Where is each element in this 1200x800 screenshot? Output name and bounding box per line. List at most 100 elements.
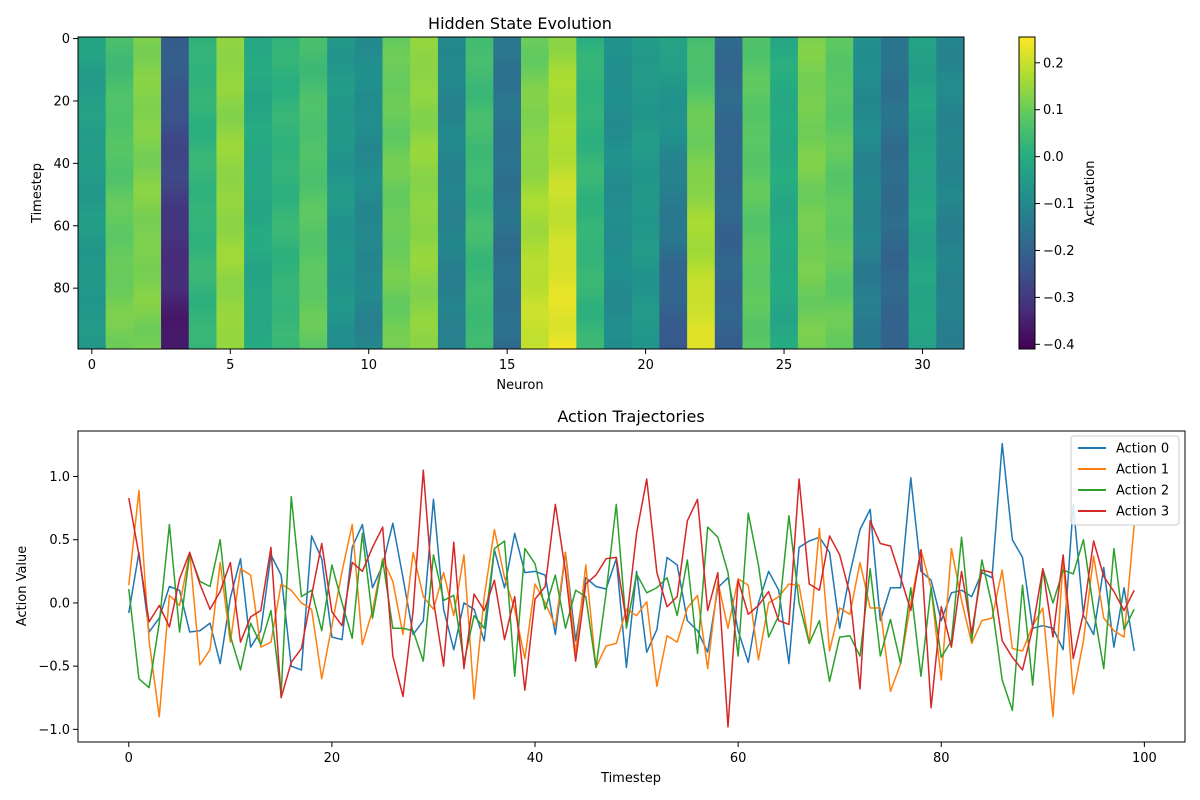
heatmap-cell bbox=[880, 280, 910, 284]
heatmap-cell bbox=[410, 271, 439, 275]
line-x-label: Timestep bbox=[600, 771, 661, 786]
heatmap-cell bbox=[299, 196, 328, 200]
heatmap-cell bbox=[908, 261, 937, 266]
heatmap-cell bbox=[133, 233, 162, 238]
heatmap-cell bbox=[631, 264, 660, 269]
heatmap-cell bbox=[299, 202, 328, 206]
heatmap-cell bbox=[742, 133, 771, 138]
heatmap-cell bbox=[714, 61, 743, 66]
heatmap-cell bbox=[327, 124, 356, 128]
heatmap-cell bbox=[853, 43, 882, 47]
heatmap-cell bbox=[493, 68, 522, 72]
heatmap-cell bbox=[161, 320, 190, 325]
heatmap-cell bbox=[327, 37, 356, 41]
heatmap-cell bbox=[299, 186, 328, 191]
heatmap-cell bbox=[161, 143, 190, 147]
heatmap-cell bbox=[188, 274, 217, 278]
heatmap-cell bbox=[105, 43, 134, 47]
heatmap-cell bbox=[354, 158, 383, 163]
heatmap-cell bbox=[880, 74, 910, 78]
heatmap-cell bbox=[742, 105, 771, 110]
heatmap-cell bbox=[493, 86, 522, 91]
heatmap-cell bbox=[465, 242, 494, 247]
heatmap-cell bbox=[908, 280, 937, 284]
heatmap-cell bbox=[714, 264, 743, 269]
heatmap-cell bbox=[936, 68, 965, 72]
heatmap-cell bbox=[354, 274, 383, 278]
heatmap-cell bbox=[687, 249, 716, 253]
heatmap-cell bbox=[631, 90, 660, 94]
heatmap-cell bbox=[327, 43, 356, 47]
heatmap-cell bbox=[604, 58, 633, 63]
heatmap-cell bbox=[521, 227, 550, 231]
heatmap-cell bbox=[687, 52, 716, 57]
heatmap-cell bbox=[465, 280, 494, 284]
heatmap-cell bbox=[327, 324, 356, 328]
heatmap-cell bbox=[244, 40, 273, 44]
heatmap-cell bbox=[216, 261, 245, 266]
heatmap-cell bbox=[687, 189, 716, 194]
heatmap-cell bbox=[354, 277, 383, 281]
heatmap-cell bbox=[576, 289, 605, 294]
heatmap-cell bbox=[853, 221, 882, 225]
heatmap-cell bbox=[880, 118, 910, 122]
heatmap-cell bbox=[576, 55, 605, 60]
heatmap-cell bbox=[299, 292, 328, 297]
heatmap-cell bbox=[659, 208, 688, 213]
heatmap-cell bbox=[714, 246, 743, 250]
heatmap-cell bbox=[493, 93, 522, 97]
heatmap-cell bbox=[105, 320, 134, 325]
heatmap-cell bbox=[521, 274, 550, 278]
heatmap-cell bbox=[244, 121, 273, 125]
heatmap-cell bbox=[521, 152, 550, 156]
heatmap-cell bbox=[880, 155, 910, 160]
heatmap-cell bbox=[659, 186, 688, 191]
heatmap-cell bbox=[521, 183, 550, 188]
heatmap-cell bbox=[576, 320, 605, 325]
heatmap-cell bbox=[770, 202, 799, 206]
heatmap-cell bbox=[133, 68, 162, 72]
heatmap-cell bbox=[78, 208, 107, 213]
heatmap-cell bbox=[299, 177, 328, 181]
heatmap-cell bbox=[105, 77, 134, 82]
heatmap-cell bbox=[742, 280, 771, 284]
heatmap-cell bbox=[161, 111, 190, 116]
heatmap-cell bbox=[161, 227, 190, 231]
heatmap-cell bbox=[105, 208, 134, 213]
heatmap-cell bbox=[410, 189, 439, 194]
heatmap-cell bbox=[465, 55, 494, 60]
heatmap-cell bbox=[908, 246, 937, 250]
heatmap-cell bbox=[742, 74, 771, 78]
heatmap-cell bbox=[382, 124, 411, 128]
heatmap-cell bbox=[880, 242, 910, 247]
heatmap-cell bbox=[78, 320, 107, 325]
heatmap-cell bbox=[687, 155, 716, 160]
heatmap-cell bbox=[382, 99, 411, 103]
heatmap-cell bbox=[493, 230, 522, 234]
heatmap-column bbox=[548, 37, 577, 350]
heatmap-cell bbox=[78, 49, 107, 53]
heatmap-cell bbox=[299, 274, 328, 278]
heatmap-cell bbox=[936, 267, 965, 272]
heatmap-cell bbox=[687, 199, 716, 203]
heatmap-cell bbox=[604, 246, 633, 250]
heatmap-cell bbox=[299, 183, 328, 188]
heatmap-cell bbox=[714, 58, 743, 63]
heatmap-cell bbox=[437, 217, 467, 222]
heatmap-cell bbox=[742, 336, 771, 341]
heatmap-cell bbox=[659, 258, 688, 263]
heatmap-cell bbox=[576, 327, 605, 331]
heatmap-cell bbox=[825, 96, 854, 100]
heatmap-cell bbox=[659, 277, 688, 281]
heatmap-cell bbox=[188, 108, 217, 113]
heatmap-cell bbox=[742, 202, 771, 206]
heatmap-cell bbox=[327, 186, 356, 191]
heatmap-cell bbox=[797, 280, 826, 284]
heatmap-cell bbox=[410, 221, 439, 225]
heatmap-cell bbox=[714, 152, 743, 156]
heatmap-cell bbox=[936, 102, 965, 107]
heatmap-cell bbox=[604, 280, 633, 284]
heatmap-cell bbox=[853, 339, 882, 344]
heatmap-cell bbox=[687, 221, 716, 225]
heatmap-cell bbox=[576, 158, 605, 163]
